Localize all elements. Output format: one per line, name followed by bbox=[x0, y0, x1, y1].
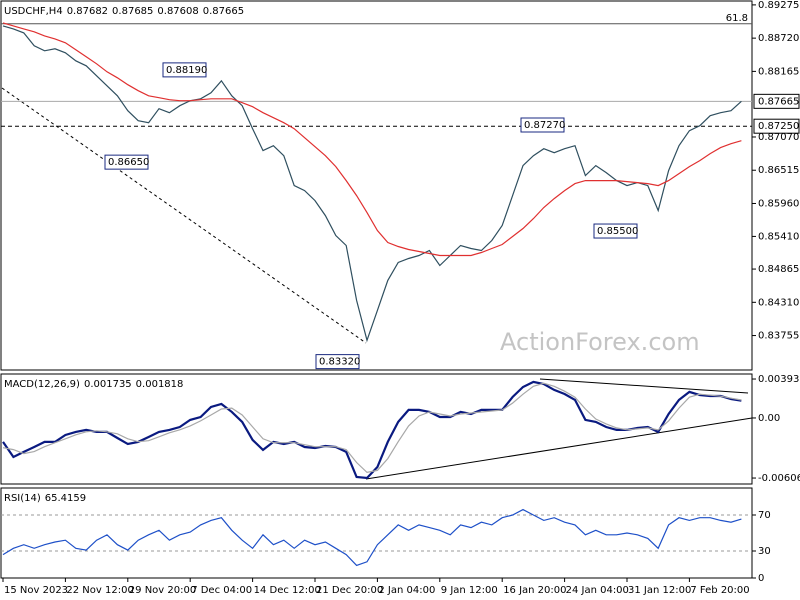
x-tick-label: 22 Nov 12:00 bbox=[66, 585, 133, 596]
annotation-label: 0.88190 bbox=[166, 65, 207, 76]
y-tick-label: -0.006068 bbox=[758, 473, 800, 484]
panel-header: 0.87665 bbox=[203, 6, 244, 17]
panel-header: 0.001818 bbox=[136, 379, 184, 390]
panel-header: USDCHF,H4 bbox=[4, 6, 63, 17]
x-tick-label: 9 Jan 12:00 bbox=[441, 585, 498, 596]
y-tick-label: 70 bbox=[758, 510, 771, 521]
panel-header: RSI(14) bbox=[4, 493, 41, 504]
price-label-box bbox=[753, 93, 800, 109]
panel-header: 0.87608 bbox=[157, 6, 198, 17]
y-tick-label: 0.00 bbox=[758, 413, 780, 424]
panel-frame bbox=[0, 487, 753, 579]
x-tick-label: 14 Dec 12:00 bbox=[254, 585, 321, 596]
x-tick-label: 21 Dec 20:00 bbox=[316, 585, 383, 596]
y-tick-label: 0.87070 bbox=[758, 132, 799, 143]
series-line bbox=[2, 25, 742, 343]
annotation-box bbox=[315, 354, 360, 370]
x-tick-label: 16 Jan 20:00 bbox=[503, 585, 566, 596]
panel-header: 0.87685 bbox=[112, 6, 153, 17]
annotation-label: 0.83320 bbox=[319, 357, 360, 368]
annotation-box bbox=[593, 223, 638, 239]
y-tick-label: 0.85410 bbox=[758, 231, 799, 242]
annotation-box bbox=[162, 62, 207, 78]
x-tick-label: 24 Jan 04:00 bbox=[566, 585, 629, 596]
y-tick-label: 0 bbox=[758, 573, 764, 584]
x-tick-label: 31 Jan 12:00 bbox=[628, 585, 691, 596]
y-tick-label: 0.88720 bbox=[758, 33, 799, 44]
y-tick-label: 0.003933 bbox=[758, 374, 800, 385]
panel-frame bbox=[0, 373, 753, 485]
series-line bbox=[2, 508, 742, 567]
y-tick-label: 0.83755 bbox=[758, 331, 799, 342]
panel-header: MACD(12,26,9) bbox=[4, 379, 80, 390]
panel-frame bbox=[0, 0, 753, 371]
trendline bbox=[1, 87, 367, 344]
x-tick-label: 7 Dec 04:00 bbox=[191, 585, 252, 596]
y-tick-label: 0.86515 bbox=[758, 165, 799, 176]
annotation-label: 0.85500 bbox=[597, 226, 638, 237]
annotation-label: 0.86650 bbox=[108, 157, 149, 168]
panel-header: 0.87682 bbox=[67, 6, 108, 17]
x-tick-label: 29 Nov 20:00 bbox=[129, 585, 196, 596]
series-line bbox=[2, 382, 742, 474]
price-label: 0.87665 bbox=[758, 96, 799, 107]
trendline bbox=[365, 417, 753, 480]
x-tick-label: 15 Nov 2023 bbox=[4, 585, 68, 596]
series-line bbox=[2, 380, 742, 480]
x-tick-label: 7 Feb 20:00 bbox=[690, 585, 749, 596]
y-tick-label: 0.88165 bbox=[758, 66, 799, 77]
annotation-box bbox=[104, 154, 149, 170]
watermark: ActionForex.com bbox=[500, 328, 700, 356]
annotation-label: 0.87270 bbox=[524, 120, 565, 131]
panel-header: 0.001735 bbox=[84, 379, 132, 390]
price-label: 0.87250 bbox=[758, 121, 799, 132]
panel-header: 65.4159 bbox=[45, 493, 86, 504]
fib-label: 61.8 bbox=[726, 13, 748, 24]
y-tick-label: 0.89275 bbox=[758, 0, 799, 11]
annotation-box bbox=[520, 117, 565, 133]
y-tick-label: 0.84865 bbox=[758, 264, 799, 275]
price-label-box bbox=[753, 118, 800, 134]
y-tick-label: 0.85960 bbox=[758, 198, 799, 209]
y-tick-label: 0.84310 bbox=[758, 297, 799, 308]
trendline bbox=[539, 378, 749, 394]
series-line bbox=[2, 22, 742, 257]
x-tick-label: 2 Jan 04:00 bbox=[378, 585, 435, 596]
y-tick-label: 30 bbox=[758, 546, 771, 557]
